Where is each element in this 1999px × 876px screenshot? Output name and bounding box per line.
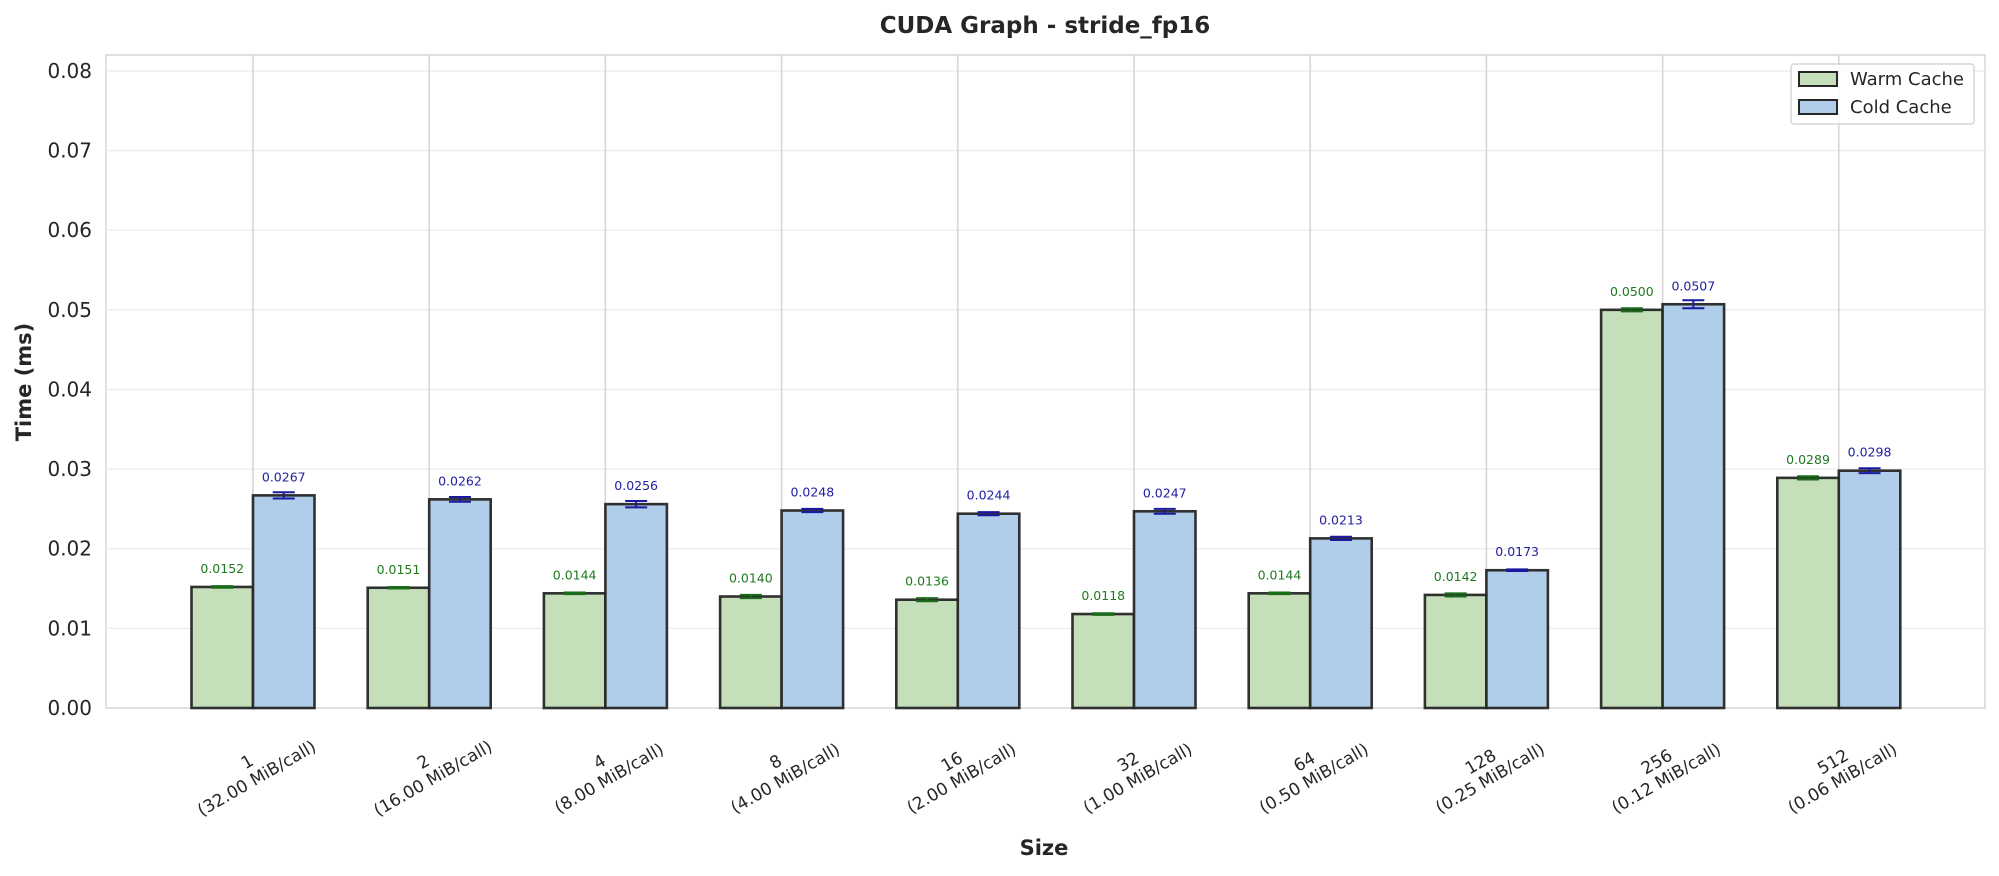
chart-title: CUDA Graph - stride_fp16 xyxy=(880,13,1211,39)
bar-cold-cache xyxy=(251,494,316,710)
value-label-warm-cache: 0.0289 xyxy=(1786,452,1830,467)
value-label-cold-cache: 0.0173 xyxy=(1495,544,1539,559)
error-bars xyxy=(211,299,1881,616)
plot-area: 0.0152 0.0151 0.0144 0.0140 0.0136 0.0118 0.01… xyxy=(105,54,1986,710)
y-axis-label: Time (ms) xyxy=(12,323,36,442)
y-tick-label: 0.04 xyxy=(47,377,92,401)
value-label-warm-cache: 0.0144 xyxy=(553,567,597,582)
legend-swatch-cold-cache xyxy=(1798,99,1838,115)
value-label-cold-cache: 0.0507 xyxy=(1671,278,1715,293)
y-axis-ticks: 0.00 0.01 0.02 0.03 0.04 0.05 0.06 0.07 0.08 xyxy=(47,59,92,720)
y-tick-label: 0.01 xyxy=(47,616,92,640)
value-label-warm-cache: 0.0151 xyxy=(377,562,421,577)
y-tick-label: 0.07 xyxy=(47,139,92,163)
value-label-cold-cache: 0.0248 xyxy=(790,485,834,500)
bar-warm-cache xyxy=(894,598,960,710)
bar-cold-cache xyxy=(1132,510,1197,710)
bar-warm-cache xyxy=(718,595,783,710)
bar-cold-cache xyxy=(1661,302,1726,710)
bar-warm-cache xyxy=(1423,593,1488,710)
bar-warm-cache xyxy=(366,586,431,710)
value-label-cold-cache: 0.0267 xyxy=(262,469,306,484)
bar-cold-cache xyxy=(427,498,493,710)
y-tick-label: 0.06 xyxy=(47,218,92,242)
bar-warm-cache xyxy=(1599,308,1664,710)
x-axis-label: Size xyxy=(1020,836,1069,860)
value-label-warm-cache: 0.0136 xyxy=(905,574,949,589)
legend: Warm Cache Cold Cache xyxy=(1790,63,1975,125)
bar-cold-cache xyxy=(780,509,845,710)
y-tick-label: 0.02 xyxy=(47,537,92,561)
bars xyxy=(190,302,1902,710)
bar-warm-cache xyxy=(1071,612,1136,710)
value-label-warm-cache: 0.0118 xyxy=(1081,588,1125,603)
legend-label-warm-cache: Warm Cache xyxy=(1850,69,1964,90)
y-tick-label: 0.08 xyxy=(47,59,92,83)
value-label-cold-cache: 0.0247 xyxy=(1143,485,1187,500)
y-tick-label: 0.00 xyxy=(47,696,92,720)
value-labels: 0.0152 0.0151 0.0144 0.0140 0.0136 0.0118 0.01… xyxy=(200,278,1891,603)
value-label-warm-cache: 0.0144 xyxy=(1258,567,1302,582)
bar-warm-cache xyxy=(1247,592,1312,710)
bar-warm-cache xyxy=(542,592,607,710)
legend-label-cold-cache: Cold Cache xyxy=(1850,97,1952,118)
value-label-cold-cache: 0.0256 xyxy=(614,478,658,493)
value-label-warm-cache: 0.0152 xyxy=(200,561,244,576)
value-label-warm-cache: 0.0140 xyxy=(729,571,773,586)
bar-warm-cache xyxy=(1776,476,1841,710)
legend-swatch-warm-cache xyxy=(1798,71,1838,87)
bar-cold-cache xyxy=(956,512,1021,710)
bar-warm-cache xyxy=(190,585,255,710)
value-label-warm-cache: 0.0500 xyxy=(1610,284,1654,299)
y-tick-label: 0.03 xyxy=(47,457,92,481)
value-label-cold-cache: 0.0213 xyxy=(1319,512,1363,527)
value-label-cold-cache: 0.0298 xyxy=(1848,445,1892,460)
bar-cold-cache xyxy=(1485,568,1550,710)
value-label-cold-cache: 0.0244 xyxy=(967,488,1011,503)
value-label-cold-cache: 0.0262 xyxy=(438,473,482,488)
y-tick-label: 0.05 xyxy=(47,298,92,322)
bar-cold-cache xyxy=(604,502,669,710)
value-label-warm-cache: 0.0142 xyxy=(1434,569,1478,584)
bar-cold-cache xyxy=(1308,537,1373,710)
bar-cold-cache xyxy=(1837,469,1902,710)
